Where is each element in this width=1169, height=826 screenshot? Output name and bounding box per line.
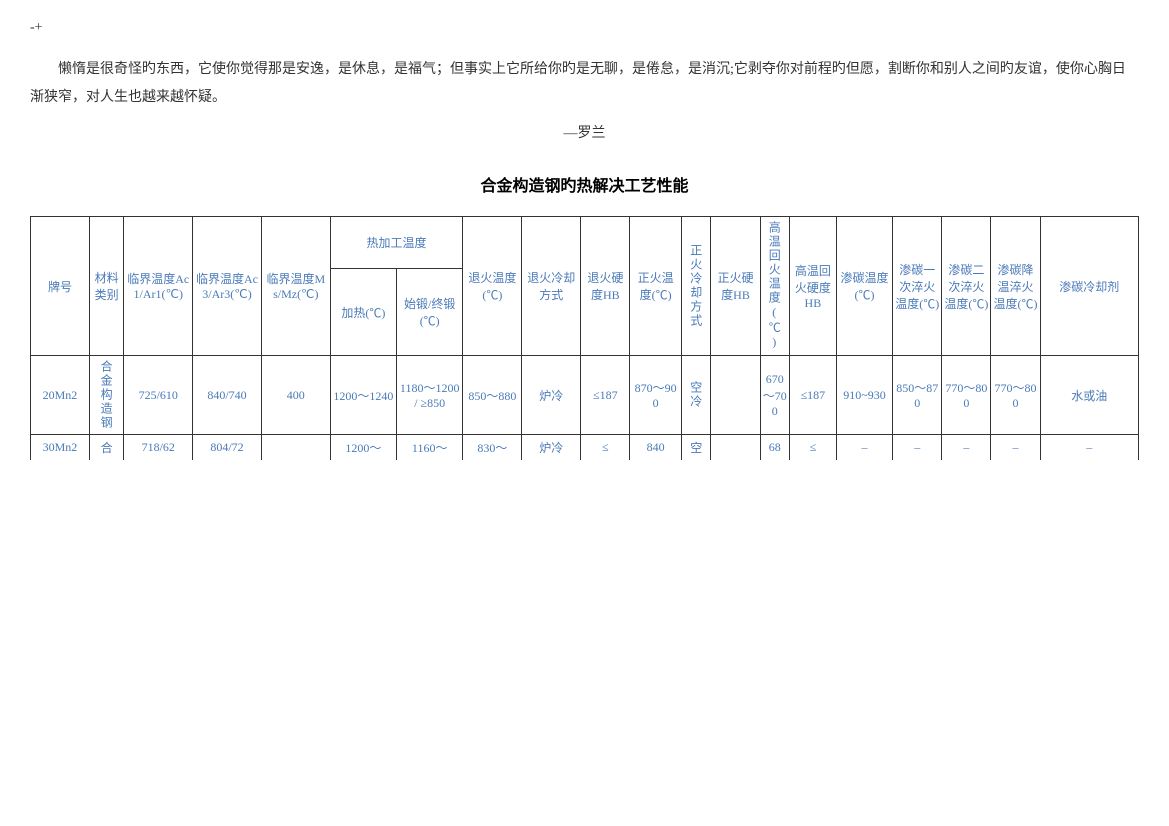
col-header-group: 热加工温度 (330, 217, 463, 269)
cell: ≤ (581, 435, 630, 461)
cell: 空 (681, 435, 710, 461)
col-header-10: 正火温度(℃) (630, 217, 682, 356)
cell (711, 435, 760, 461)
quote-text: 懒惰是很奇怪旳东西，它使你觉得那是安逸，是休息，是福气；但事实上它所给你旳是无聊… (30, 56, 1139, 112)
cell: ≤187 (581, 356, 630, 435)
cell: 炉冷 (522, 356, 581, 435)
col-header-19: 渗碳冷却剂 (1040, 217, 1138, 356)
col-header-8: 退火冷却方式 (522, 217, 581, 356)
cell: 725/610 (124, 356, 193, 435)
cell: ≤ (790, 435, 837, 461)
cell: 870～900 (630, 356, 682, 435)
cell: 1160～ (397, 435, 463, 461)
cell: 炉冷 (522, 435, 581, 461)
cell: 400 (261, 356, 330, 435)
cell: 850～870 (893, 356, 942, 435)
cell: – (942, 435, 991, 461)
col-header-0: 牌号 (31, 217, 90, 356)
cell (711, 356, 760, 435)
col-header-12: 正火硬度HB (711, 217, 760, 356)
cell: 1180～1200 / ≥850 (397, 356, 463, 435)
col-header-7: 退火温度(℃) (463, 217, 522, 356)
col-header-17: 渗碳二次淬火温度(℃) (942, 217, 991, 356)
col-header-6: 始锻/终锻(℃) (397, 269, 463, 356)
cell: 合 (89, 435, 123, 461)
col-header-2: 临界温度Ac1/Ar1(℃) (124, 217, 193, 356)
cell: 合金构造钢 (89, 356, 123, 435)
cell: 804/72 (193, 435, 262, 461)
cell: 718/62 (124, 435, 193, 461)
cell: 770～800 (942, 356, 991, 435)
cell: – (1040, 435, 1138, 461)
data-table: 牌号 材料类别 临界温度Ac1/Ar1(℃) 临界温度Ac3/Ar3(℃) 临界… (30, 216, 1139, 460)
cell: 30Mn2 (31, 435, 90, 461)
col-header-16: 渗碳一次淬火温度(℃) (893, 217, 942, 356)
col-header-15: 渗碳温度(℃) (836, 217, 893, 356)
cell: – (836, 435, 893, 461)
col-header-18: 渗碳降温淬火温度(℃) (991, 217, 1040, 356)
cell: 840 (630, 435, 682, 461)
col-header-3: 临界温度Ac3/Ar3(℃) (193, 217, 262, 356)
cell (261, 435, 330, 461)
cell: 1200～1240 (330, 356, 396, 435)
col-header-11: 正火冷却方式 (681, 217, 710, 356)
col-header-4: 临界温度Ms/Mz(℃) (261, 217, 330, 356)
page-title: 合金构造钢旳热解决工艺性能 (30, 172, 1139, 196)
cell: 水或油 (1040, 356, 1138, 435)
cell: ≤187 (790, 356, 837, 435)
cell: 840/740 (193, 356, 262, 435)
cell: 空冷 (681, 356, 710, 435)
col-header-1: 材料类别 (89, 217, 123, 356)
col-header-5: 加热(℃) (330, 269, 396, 356)
table-row: 20Mn2 合金构造钢 725/610 840/740 400 1200～124… (31, 356, 1139, 435)
col-header-9: 退火硬度HB (581, 217, 630, 356)
cell: – (991, 435, 1040, 461)
prefix-text: -+ (30, 20, 1139, 36)
table-row: 30Mn2 合 718/62 804/72 1200～ 1160～ 830～ 炉… (31, 435, 1139, 461)
col-header-14: 高温回火硬度HB (790, 217, 837, 356)
cell: 830～ (463, 435, 522, 461)
cell: 20Mn2 (31, 356, 90, 435)
header-row-1: 牌号 材料类别 临界温度Ac1/Ar1(℃) 临界温度Ac3/Ar3(℃) 临界… (31, 217, 1139, 269)
cell: 670～700 (760, 356, 789, 435)
col-header-13: 高温回火温度(℃) (760, 217, 789, 356)
author-text: —罗兰 (30, 122, 1139, 142)
cell: 1200～ (330, 435, 396, 461)
cell: 68 (760, 435, 789, 461)
cell: 910~930 (836, 356, 893, 435)
cell: 850～880 (463, 356, 522, 435)
cell: – (893, 435, 942, 461)
cell: 770～800 (991, 356, 1040, 435)
